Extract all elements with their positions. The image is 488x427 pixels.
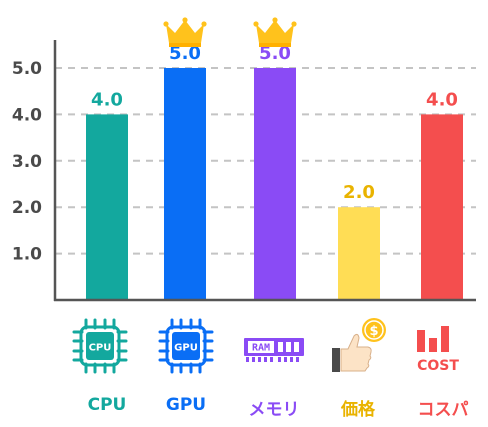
category-label-memory: メモリ: [248, 400, 300, 420]
y-tick-label: 3.0: [12, 152, 42, 172]
ram-icon-text: RAM: [252, 343, 270, 354]
y-tick-label: 1.0: [12, 245, 42, 265]
cost-bars-icon: COST: [417, 326, 459, 374]
bar-value-label: 5.0: [259, 43, 291, 64]
cpu-icon-text: CPU: [89, 343, 112, 354]
cpu-chip-icon: CPU: [72, 318, 128, 374]
gpu-icon-text: GPU: [174, 343, 198, 354]
y-tick-label: 4.0: [12, 105, 42, 125]
y-tick-label: 5.0: [12, 59, 42, 79]
bar-value-label: 4.0: [91, 89, 123, 110]
gpu-chip-icon: GPU: [158, 318, 214, 374]
category-label-price: 価格: [341, 400, 375, 420]
bar: [254, 68, 296, 300]
bar: [86, 114, 128, 301]
y-tick-label: 2.0: [12, 198, 42, 218]
ram-module-icon: RAM: [244, 338, 304, 362]
bar-value-label: 4.0: [426, 89, 458, 110]
category-label-cpu: CPU: [87, 395, 127, 415]
bar: [421, 114, 463, 301]
crown-icon: [253, 17, 297, 47]
category-label-cost-performance: コスパ: [417, 400, 469, 420]
category-label-gpu: GPU: [165, 395, 207, 415]
crown-icon: [163, 17, 207, 47]
bar: [164, 68, 206, 300]
bar: [338, 207, 380, 300]
bar-value-label: 2.0: [343, 182, 375, 203]
thumbs-up-coin-icon: $: [332, 318, 386, 372]
bar-value-label: 5.0: [169, 43, 201, 64]
cost-icon-text: COST: [417, 358, 459, 374]
coin-icon-text: $: [369, 324, 378, 339]
